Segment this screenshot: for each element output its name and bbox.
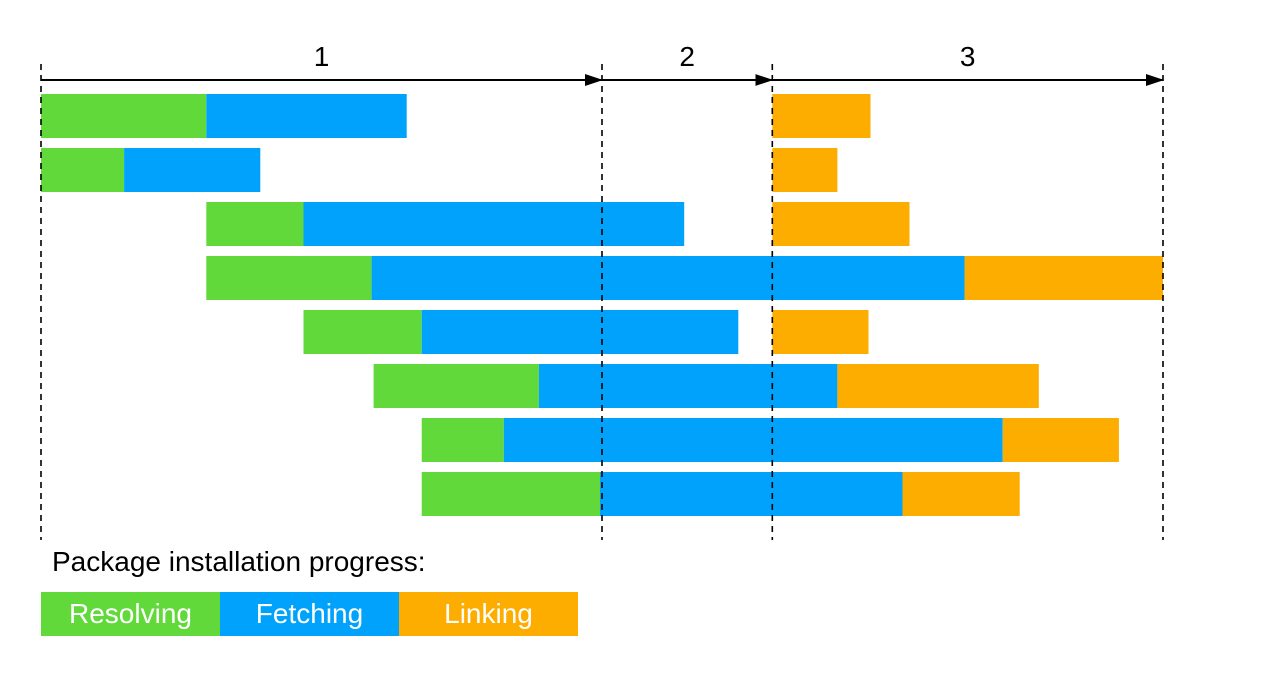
package-bars <box>41 94 1163 516</box>
package-1-resolving-bar <box>41 94 207 138</box>
legend-fetching: Fetching <box>220 592 399 636</box>
legend-title: Package installation progress: <box>52 546 426 577</box>
legend: Resolving Fetching Linking <box>41 592 578 636</box>
legend-linking: Linking <box>399 592 578 636</box>
package-1-fetching-bar <box>206 94 407 138</box>
legend-resolving: Resolving <box>41 592 220 636</box>
package-7-resolving-bar <box>421 418 504 462</box>
package-8-resolving-bar <box>421 472 600 516</box>
phase-3-label: 3 <box>960 41 976 72</box>
package-7-fetching-bar <box>503 418 1003 462</box>
package-3-resolving-bar <box>206 202 304 246</box>
package-1-linking-bar <box>772 94 871 138</box>
package-4-linking-bar <box>964 256 1163 300</box>
package-2-fetching-bar <box>124 148 261 192</box>
package-5-fetching-bar <box>421 310 739 354</box>
package-7-linking-bar <box>1002 418 1119 462</box>
phase-arrows: 1 2 3 <box>41 41 1164 86</box>
package-6-linking-bar <box>837 364 1039 408</box>
package-6-resolving-bar <box>373 364 539 408</box>
package-5-resolving-bar <box>303 310 422 354</box>
package-2-linking-bar <box>772 148 838 192</box>
phase-2-label: 2 <box>679 41 695 72</box>
phase-1-label: 1 <box>314 41 330 72</box>
package-3-fetching-bar <box>303 202 685 246</box>
package-6-fetching-bar <box>538 364 838 408</box>
package-8-linking-bar <box>902 472 1020 516</box>
package-5-linking-bar <box>772 310 869 354</box>
package-2-resolving-bar <box>41 148 125 192</box>
package-4-fetching-bar <box>371 256 965 300</box>
package-3-linking-bar <box>772 202 910 246</box>
package-4-resolving-bar <box>206 256 372 300</box>
package-8-fetching-bar <box>600 472 903 516</box>
